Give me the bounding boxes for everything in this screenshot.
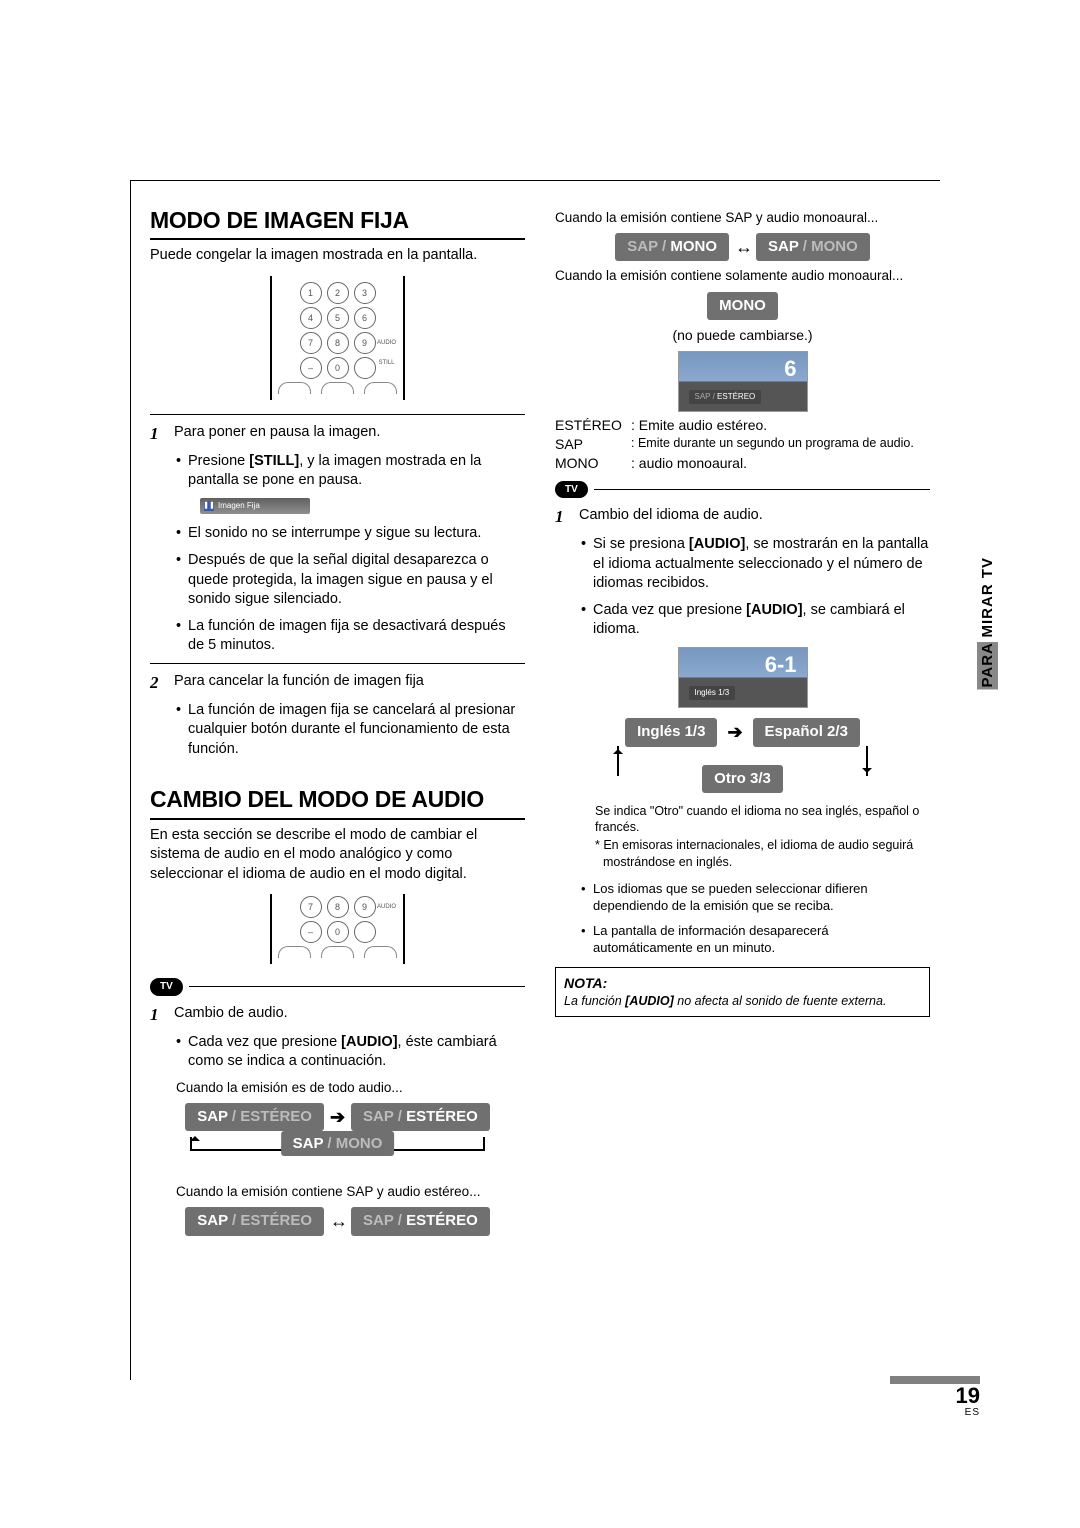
arrow-bidir-icon: ↔ <box>735 235 750 259</box>
badge-mono: MONO <box>707 292 778 320</box>
bold: [AUDIO] <box>746 602 802 618</box>
bullet: Después de que la señal digital desapare… <box>176 551 525 610</box>
badge-sap-estereo-2: SAP / ESTÉREO <box>351 1103 490 1131</box>
mono-note: (no puede cambiarse.) <box>555 326 930 345</box>
badge-sap-mono: SAP / MONO <box>615 233 729 261</box>
bullet: La pantalla de información desaparecerá … <box>581 922 930 957</box>
badge-lang-ingles: Inglés 1/3 <box>625 718 717 746</box>
tv-tag: TV <box>555 481 588 499</box>
audio-step-1: 1 Cambio de audio. <box>150 1004 525 1027</box>
def: : Emite durante un segundo un programa d… <box>631 435 914 454</box>
badge-sap-mono: SAP / MONO <box>756 233 870 261</box>
caption-sap-mono: Cuando la emisión contiene SAP y audio m… <box>555 209 930 227</box>
footnote-asterisk: * En emisoras internacionales, el idioma… <box>595 837 930 870</box>
bold: [AUDIO] <box>689 536 745 552</box>
step-number: 2 <box>150 672 166 695</box>
tv-tag: TV <box>150 978 183 996</box>
text: Si se presiona <box>593 536 689 552</box>
badge-lang-otro: Otro 3/3 <box>702 765 783 793</box>
badge-lang-espanol: Español 2/3 <box>753 718 860 746</box>
nota-heading: NOTA: <box>564 974 921 993</box>
osd-still-indicator: ❚❚ Imagen Fija <box>200 498 310 515</box>
bullet: El sonido no se interrumpe y sigue su le… <box>176 524 525 544</box>
section-title-audio: CAMBIO DEL MODO DE AUDIO <box>150 784 525 819</box>
arrow-bidir-icon: ↔ <box>330 1209 345 1233</box>
osd-channel-6: 6 SAP / ESTÉREO <box>678 351 808 412</box>
osd-label: Imagen Fija <box>218 501 260 512</box>
bullet: La función de imagen fija se cancelará a… <box>176 701 525 760</box>
arrow-right-icon: ➔ <box>330 1105 345 1129</box>
caption-only-mono: Cuando la emisión contiene solamente aud… <box>555 267 930 285</box>
still-label: STILL <box>378 359 394 367</box>
osd-channel-6-1: 6-1 Inglés 1/3 <box>678 647 808 708</box>
still-step-2: 2 Para cancelar la función de imagen fij… <box>150 672 525 695</box>
term: ESTÉREO <box>555 416 627 435</box>
bullet: La función de imagen fija se desactivará… <box>176 617 525 656</box>
audio-label: AUDIO <box>377 339 396 347</box>
badge-sap-estereo: SAP / ESTÉREO <box>185 1207 324 1235</box>
step-number: 1 <box>150 423 166 446</box>
text: Cada vez que presione <box>593 602 746 618</box>
page-number-value: 19 <box>890 1385 980 1407</box>
bold: [STILL] <box>249 453 299 469</box>
still-step-1: 1 Para poner en pausa la imagen. <box>150 423 525 446</box>
page-content: MODO DE IMAGEN FIJA Puede congelar la im… <box>150 205 930 1242</box>
step-number: 1 <box>555 506 571 529</box>
term: MONO <box>555 454 627 473</box>
text: Presione <box>188 453 249 469</box>
remote-keypad-full: 123 456 789 AUDIO –0 STILL <box>270 276 405 400</box>
bullet: Los idiomas que se pueden seleccionar di… <box>581 880 930 915</box>
nota-box: NOTA: La función [AUDIO] no afecta al so… <box>555 967 930 1017</box>
badge-sap-mono: SAP / MONO <box>281 1131 395 1156</box>
caption-sap-stereo: Cuando la emisión contiene SAP y audio e… <box>176 1183 525 1201</box>
osd-channel-number: 6 <box>679 352 807 384</box>
footnote-text: Se indica "Otro" cuando el idioma no sea… <box>595 804 919 834</box>
lang-step-1: 1 Cambio del idioma de audio. <box>555 506 930 529</box>
pause-icon: ❚❚ <box>204 501 214 511</box>
section-side-tab: PARA MIRAR TV <box>977 555 998 690</box>
step-text: Para cancelar la función de imagen fija <box>174 672 424 695</box>
language-footnote: Se indica "Otro" cuando el idioma no sea… <box>595 803 930 870</box>
remote-keypad-partial: 789 AUDIO –0 <box>270 894 405 964</box>
bold: [AUDIO] <box>341 1034 397 1050</box>
left-column: MODO DE IMAGEN FIJA Puede congelar la im… <box>150 205 525 1242</box>
language-cycle-diagram: Inglés 1/3 ➔ Español 2/3 Otro 3/3 <box>555 718 930 793</box>
still-intro: Puede congelar la imagen mostrada en la … <box>150 246 525 266</box>
bullet: Presione [STILL], y la imagen mostrada e… <box>176 452 525 491</box>
text: Cada vez que presione <box>188 1034 341 1050</box>
badge-sap-estereo: SAP / ESTÉREO <box>351 1207 490 1235</box>
osd-audio-mode: SAP / ESTÉREO <box>689 390 762 405</box>
page-lang-code: ES <box>890 1407 980 1418</box>
term: SAP <box>555 435 627 454</box>
def: : Emite audio estéreo. <box>631 416 767 435</box>
def: : audio monoaural. <box>631 454 747 473</box>
step-text: Cambio del idioma de audio. <box>579 506 763 529</box>
step-text: Para poner en pausa la imagen. <box>174 423 380 446</box>
step-text: Cambio de audio. <box>174 1004 288 1027</box>
audio-intro: En esta sección se describe el modo de c… <box>150 826 525 885</box>
page-number: 19 ES <box>890 1376 980 1418</box>
bullet: Si se presiona [AUDIO], se mostrarán en … <box>581 535 930 594</box>
arrow-right-icon: ➔ <box>727 720 742 744</box>
caption-all-audio: Cuando la emisión es de todo audio... <box>176 1079 525 1097</box>
right-column: Cuando la emisión contiene SAP y audio m… <box>555 205 930 1242</box>
step-number: 1 <box>150 1004 166 1027</box>
bullet: Cada vez que presione [AUDIO], se cambia… <box>581 601 930 640</box>
badge-sap-estereo: SAP / ESTÉREO <box>185 1103 324 1131</box>
nota-text: La función [AUDIO] no afecta al sonido d… <box>564 993 921 1010</box>
osd-language: Inglés 1/3 <box>689 686 736 701</box>
audio-definitions: ESTÉREO: Emite audio estéreo. SAP: Emite… <box>555 416 930 473</box>
section-title-still: MODO DE IMAGEN FIJA <box>150 205 525 240</box>
osd-channel-number: 6-1 <box>679 648 807 680</box>
bullet: Cada vez que presione [AUDIO], éste camb… <box>176 1033 525 1072</box>
